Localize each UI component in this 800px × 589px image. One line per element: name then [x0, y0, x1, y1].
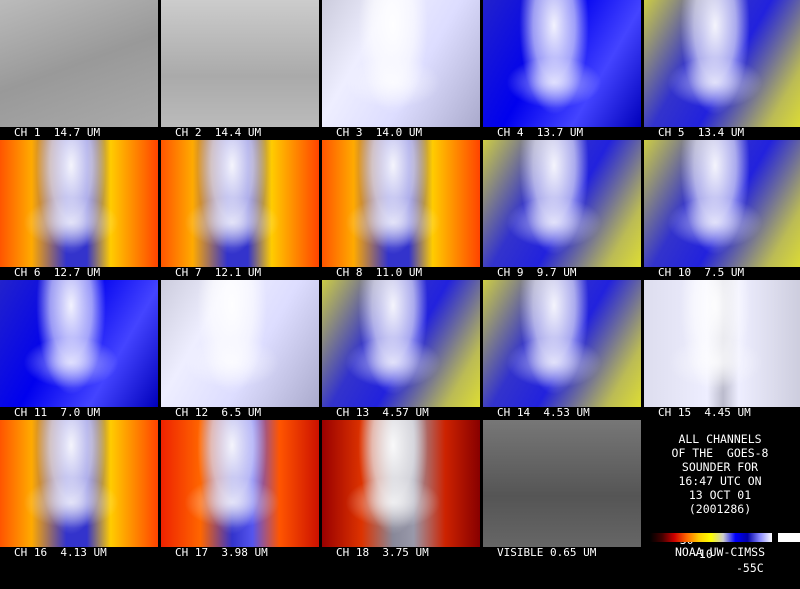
satellite-image [322, 280, 480, 407]
cloud-plume [161, 140, 319, 267]
color-scale [650, 533, 772, 542]
panel-label: CH 14 4.53 UM [497, 406, 590, 419]
satellite-image [483, 420, 641, 547]
panel-label: CH 4 13.7 UM [497, 126, 584, 139]
panel: CH 8 11.0 UM [322, 140, 480, 280]
cloud-plume [161, 280, 319, 407]
panel: CH 6 12.7 UM [0, 140, 158, 280]
panel: CH 1 14.7 UM [0, 0, 158, 140]
cloud-plume [322, 420, 480, 547]
satellite-image [322, 140, 480, 267]
cloud-plume [0, 280, 158, 407]
panel: CH 16 4.13 UM [0, 420, 158, 560]
satellite-image [161, 0, 319, 127]
satellite-image [483, 140, 641, 267]
satellite-image [644, 0, 800, 127]
cloud-plume [483, 0, 641, 127]
panel-label: CH 12 6.5 UM [175, 406, 262, 419]
panel-label: CH 13 4.57 UM [336, 406, 429, 419]
info-line: ALL CHANNELS [678, 432, 762, 446]
satellite-image [161, 420, 319, 547]
panel-label: CH 3 14.0 UM [336, 126, 423, 139]
satellite-image [322, 0, 480, 127]
info-line: OF THE GOES-8 [671, 446, 769, 460]
panel-label: CH 11 7.0 UM [14, 406, 101, 419]
credit: NOAA UW-CIMSS [674, 545, 765, 559]
panel-label: CH 8 11.0 UM [336, 266, 423, 279]
cloud-plume [0, 420, 158, 547]
panel: CH 5 13.4 UM [644, 0, 800, 140]
panel-label: CH 5 13.4 UM [658, 126, 745, 139]
panel-label: CH 18 3.75 UM [336, 546, 429, 559]
satellite-image [644, 280, 800, 407]
scale-label: -55C [736, 561, 764, 575]
info-line: 16:47 UTC ON [678, 474, 762, 488]
panel-label: CH 16 4.13 UM [14, 546, 107, 559]
info-line: (2001286) [688, 502, 752, 516]
panel: CH 4 13.7 UM [483, 0, 641, 140]
satellite-image [644, 140, 800, 267]
info-panel: ALL CHANNELS OF THE GOES-8 SOUNDER FOR 16:4… [640, 420, 800, 575]
panel-label: CH 7 12.1 UM [175, 266, 262, 279]
panel-label: CH 15 4.45 UM [658, 406, 751, 419]
panel: CH 18 3.75 UM [322, 420, 480, 560]
cloud-plume [161, 420, 319, 547]
panel-label: CH 10 7.5 UM [658, 266, 745, 279]
panel: CH 13 4.57 UM [322, 280, 480, 420]
satellite-image [483, 280, 641, 407]
cloud-plume [322, 280, 480, 407]
satellite-image [161, 280, 319, 407]
cloud-plume [483, 280, 641, 407]
panel: CH 14 4.53 UM [483, 280, 641, 420]
panel-label: CH 6 12.7 UM [14, 266, 101, 279]
panel: CH 3 14.0 UM [322, 0, 480, 140]
panel: CH 7 12.1 UM [161, 140, 319, 280]
cloud-plume [644, 280, 800, 407]
panel: CH 12 6.5 UM [161, 280, 319, 420]
panel: CH 2 14.4 UM [161, 0, 319, 140]
panel-label: CH 2 14.4 UM [175, 126, 262, 139]
panel: CH 9 9.7 UM [483, 140, 641, 280]
panel-label: CH 17 3.98 UM [175, 546, 268, 559]
cloud-plume [483, 140, 641, 267]
page: CH 1 14.7 UM CH 2 14.4 UM CH 3 14.0 UM CH 4… [0, 0, 800, 575]
cloud-plume [322, 140, 480, 267]
satellite-image [0, 140, 158, 267]
scale-label: -10 [692, 547, 713, 561]
satellite-image [483, 0, 641, 127]
color-scale-end [778, 533, 800, 542]
satellite-image [161, 140, 319, 267]
cloud-plume [0, 140, 158, 267]
satellite-image [0, 0, 158, 127]
cloud-plume [644, 0, 800, 127]
panel: CH 17 3.98 UM [161, 420, 319, 560]
cloud-plume [322, 0, 480, 127]
satellite-image [322, 420, 480, 547]
panel: VISIBLE 0.65 UM [483, 420, 641, 560]
panel-label: VISIBLE 0.65 UM [497, 546, 597, 559]
panel-label: CH 1 14.7 UM [14, 126, 101, 139]
info-line: SOUNDER FOR [681, 460, 759, 474]
panel: CH 11 7.0 UM [0, 280, 158, 420]
panel-label: CH 9 9.7 UM [497, 266, 577, 279]
cloud-plume [644, 140, 800, 267]
satellite-image [0, 420, 158, 547]
panel: CH 15 4.45 UM [644, 280, 800, 420]
panel: CH 10 7.5 UM [644, 140, 800, 280]
satellite-image [0, 280, 158, 407]
info-line: 13 OCT 01 [688, 488, 752, 502]
